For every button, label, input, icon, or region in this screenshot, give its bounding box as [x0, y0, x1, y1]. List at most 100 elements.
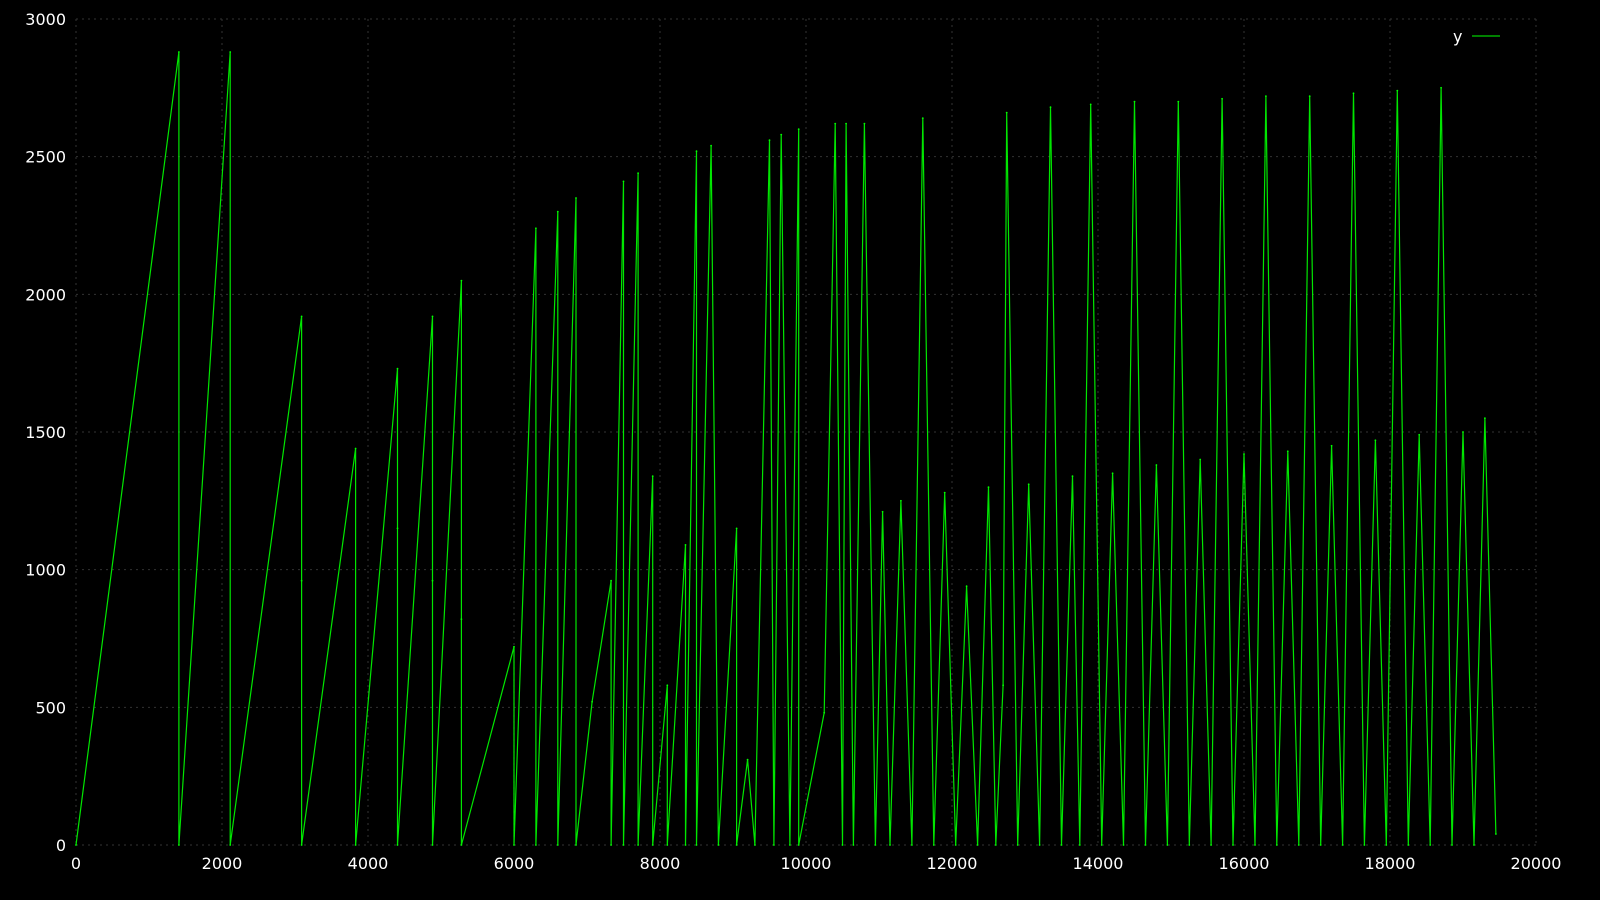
y-tick-label: 1500 [25, 423, 66, 442]
data-point [610, 844, 612, 846]
data-point [354, 447, 357, 450]
data-point [1210, 844, 1212, 846]
data-point [1473, 844, 1475, 846]
data-point [789, 844, 791, 846]
grid [75, 18, 1537, 846]
data-point [1286, 450, 1289, 453]
data-point [1330, 444, 1333, 447]
data-point [575, 844, 577, 846]
x-tick-label: 14000 [1073, 854, 1124, 873]
data-point [622, 180, 625, 183]
data-point [666, 684, 669, 687]
data-point [354, 844, 357, 846]
data-point [797, 844, 800, 846]
data-point [396, 844, 399, 846]
data-point [1429, 844, 1432, 846]
data-point [834, 122, 837, 125]
data-point [431, 579, 434, 582]
series-layer [75, 51, 1497, 846]
data-point [1100, 844, 1103, 846]
data-point [591, 700, 593, 703]
data-point [300, 844, 303, 846]
data-point [178, 51, 180, 53]
data-point [1319, 844, 1322, 846]
data-point [1243, 453, 1245, 455]
data-point [1385, 844, 1388, 846]
legend: y [1453, 27, 1500, 46]
data-point [610, 579, 612, 582]
x-tick-label: 20000 [1511, 854, 1562, 873]
data-point [637, 172, 639, 175]
data-point [1002, 684, 1004, 687]
data-point [1089, 103, 1092, 106]
data-point [735, 527, 738, 530]
data-point [889, 844, 891, 846]
data-point [684, 544, 687, 546]
data-point [954, 844, 957, 846]
data-point [684, 844, 687, 846]
axes: 0 2000 4000 6000 8000 10000 12000 14000 16000 180… [25, 10, 1561, 873]
data-point [300, 579, 303, 582]
data-point [1221, 97, 1223, 100]
data-point [535, 844, 537, 846]
data-point [1049, 106, 1052, 108]
data-point [1016, 844, 1019, 846]
data-point [229, 844, 232, 846]
data-point [229, 51, 232, 53]
data-point [1462, 431, 1464, 433]
data-point [1177, 100, 1180, 103]
x-tick-label: 16000 [1219, 854, 1270, 873]
data-point [1060, 844, 1063, 846]
x-tick-label: 10000 [781, 854, 832, 873]
data-point [1232, 844, 1234, 846]
data-point [1005, 111, 1008, 114]
x-tick-label: 12000 [927, 854, 978, 873]
data-point [1144, 844, 1147, 846]
data-point [1495, 833, 1497, 835]
data-point [797, 128, 800, 131]
data-point [178, 844, 180, 846]
data-point [1027, 483, 1030, 486]
data-point [1199, 458, 1202, 461]
data-point [1275, 844, 1278, 846]
data-point [651, 475, 654, 477]
data-point [1297, 844, 1300, 846]
data-point [911, 844, 913, 846]
data-point [768, 139, 771, 142]
y-tick-label: 500 [35, 698, 66, 717]
x-tick-label: 4000 [348, 854, 389, 873]
data-point [845, 122, 847, 125]
y-tick-label: 2500 [25, 148, 66, 167]
x-tick-label: 8000 [640, 854, 681, 873]
data-point [1038, 844, 1041, 846]
data-point [460, 618, 463, 621]
data-point [710, 144, 712, 147]
y-tick-label: 0 [56, 836, 66, 855]
data-point [1396, 89, 1399, 92]
y-tick-label: 3000 [25, 10, 66, 29]
data-point [556, 844, 559, 846]
data-point [1363, 844, 1366, 846]
data-point [75, 844, 77, 846]
data-point [1122, 844, 1125, 846]
data-point [1133, 100, 1136, 103]
data-point [695, 150, 698, 153]
data-point [300, 315, 303, 318]
data-point [666, 844, 669, 846]
data-point [513, 844, 515, 846]
data-point [637, 844, 639, 846]
data-point [874, 844, 877, 846]
data-point [535, 227, 537, 230]
data-point [513, 645, 515, 648]
data-point [1155, 464, 1158, 466]
data-point [651, 844, 654, 846]
y-tick-label: 1000 [25, 561, 66, 580]
data-point [881, 510, 884, 513]
data-point [823, 711, 826, 714]
series-line-y [75, 51, 1497, 846]
data-point [1188, 844, 1191, 846]
data-point [746, 758, 749, 761]
data-point [431, 315, 434, 318]
data-point [460, 279, 463, 282]
